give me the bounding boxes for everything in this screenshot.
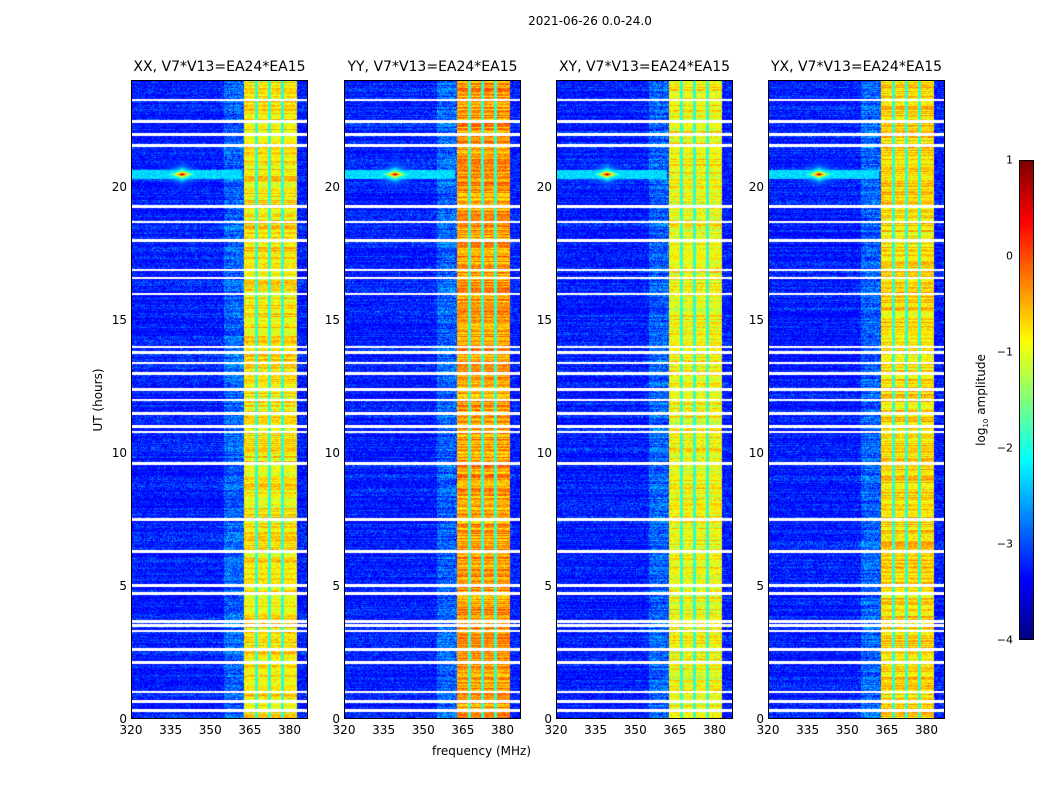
y-tick-label: 15 [324,312,340,327]
y-tick-label: 0 [332,712,340,726]
x-tick-label: 320 [119,723,143,737]
y-tick-label: 0 [119,712,127,726]
spectrogram-panel [556,80,733,719]
x-tick-label: 380 [915,723,938,737]
x-axis-label: frequency (MHz) [432,744,532,758]
x-tick-label: 320 [756,723,780,737]
colorbar-tick-label: 1 [1006,153,1013,167]
y-tick-label: 15 [111,312,127,327]
y-tick-label: 0 [756,712,764,726]
y-tick-label: 5 [119,578,127,593]
y-tick-label: 0 [544,712,552,726]
spectrogram-heatmap [557,81,732,718]
x-tick-label: 350 [835,723,859,737]
spectrogram-panel [768,80,945,719]
y-tick-label: 10 [324,445,340,460]
y-tick-label: 5 [544,578,552,593]
y-tick-label: 20 [536,179,552,194]
x-tick-label: 365 [663,723,687,737]
y-tick-label: 15 [536,312,552,327]
x-tick-label: 380 [491,723,514,737]
spectrogram-panel [131,80,308,719]
colorbar-label: log10 amplitude [973,354,991,446]
x-tick-label: 380 [278,723,301,737]
colorbar-tick-label: −1 [996,345,1013,359]
y-tick-label: 20 [748,179,764,194]
y-tick-label: 10 [536,445,552,460]
colorbar [1019,160,1034,640]
colorbar-tick-label: −3 [996,537,1013,551]
spectrogram-heatmap [769,81,944,718]
panel-title: XX, V7*V13=EA24*EA15 [133,59,306,75]
x-tick-label: 350 [623,723,647,737]
colorbar-tick-label: −4 [996,633,1013,647]
x-tick-label: 320 [332,723,356,737]
figure-title: 2021-06-26 0.0-24.0 [528,14,652,28]
colorbar-tick-label: 0 [1006,249,1013,263]
x-tick-label: 365 [238,723,262,737]
x-tick-label: 335 [584,723,608,737]
spectrogram-heatmap [132,81,307,718]
y-tick-label: 5 [332,578,340,593]
x-tick-label: 365 [451,723,475,737]
x-tick-label: 320 [544,723,568,737]
panel-title: YY, V7*V13=EA24*EA15 [347,59,518,75]
x-tick-label: 335 [159,723,183,737]
x-tick-label: 335 [796,723,820,737]
x-tick-label: 380 [703,723,726,737]
y-tick-label: 5 [756,578,764,593]
x-tick-label: 350 [198,723,222,737]
colorbar-tick-label: −2 [996,441,1013,455]
spectrogram-panel [344,80,521,719]
y-tick-label: 20 [324,179,340,194]
x-tick-label: 335 [372,723,396,737]
x-tick-label: 350 [411,723,435,737]
spectrogram-heatmap [345,81,520,718]
panel-title: YX, V7*V13=EA24*EA15 [770,59,943,75]
y-tick-label: 10 [111,445,127,460]
y-tick-label: 15 [748,312,764,327]
panel-title: XY, V7*V13=EA24*EA15 [558,59,731,75]
colorbar-gradient [1020,161,1033,639]
x-tick-label: 365 [875,723,899,737]
y-tick-label: 10 [748,445,764,460]
y-tick-label: 20 [111,179,127,194]
y-axis-label: UT (hours) [91,368,105,432]
